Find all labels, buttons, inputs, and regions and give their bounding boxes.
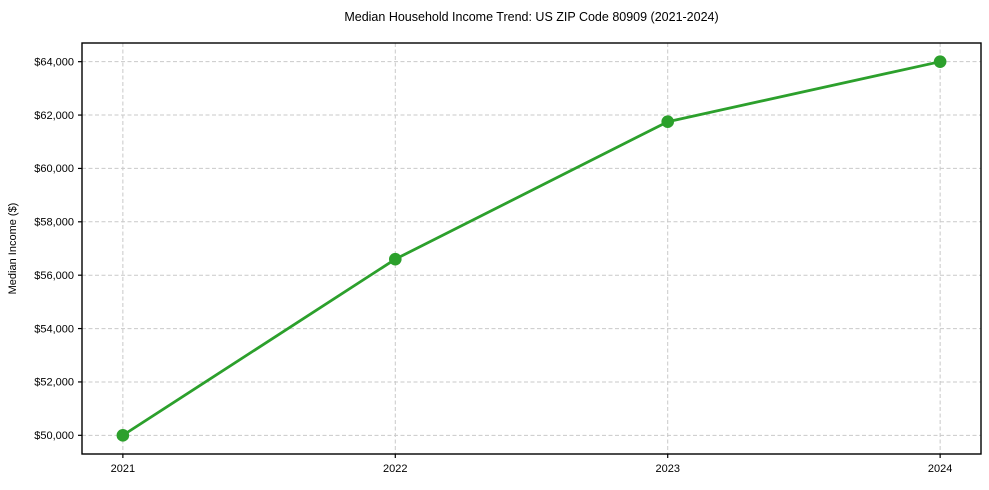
trend-line — [121, 60, 942, 437]
data-point-2023 — [661, 115, 675, 129]
y-tick-label: $58,000 — [34, 217, 74, 229]
y-axis-label: Median Income ($) — [7, 203, 19, 295]
y-tick-label: $62,000 — [34, 110, 74, 122]
y-tick-label: $54,000 — [34, 323, 74, 335]
x-tick-label: 2022 — [383, 463, 407, 475]
data-point-2021 — [116, 429, 130, 442]
plot-border — [81, 42, 982, 455]
x-tick-label: 2023 — [655, 463, 679, 475]
chart-title: Median Household Income Trend: US ZIP Co… — [344, 10, 718, 24]
y-tick-label: $56,000 — [34, 270, 74, 282]
y-tick-label: $64,000 — [34, 56, 74, 68]
y-tick-label: $60,000 — [34, 163, 74, 175]
y-tick-label: $50,000 — [34, 430, 74, 442]
y-tick-label: $52,000 — [34, 377, 74, 389]
x-tick-label: 2021 — [111, 463, 135, 475]
data-point-2024 — [933, 55, 947, 68]
data-point-2022 — [388, 252, 402, 266]
plot-area: $50,000 $52,000 $54,000 $56,000 $58,000 $60,0… — [34, 42, 982, 475]
x-tick-label: 2024 — [928, 463, 952, 475]
